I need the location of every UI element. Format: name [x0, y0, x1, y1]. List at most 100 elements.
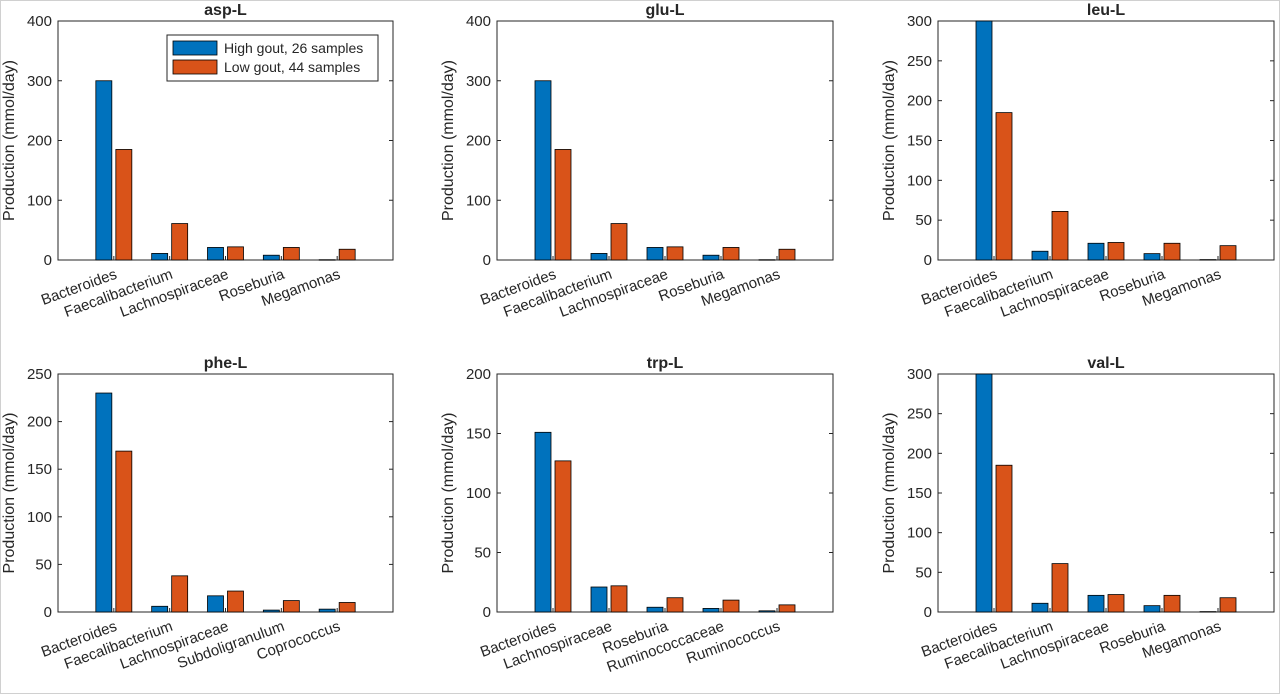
- plot-area: [496, 373, 834, 613]
- bar-low-bacteroides: [115, 450, 133, 613]
- bar-high-megamonas: [1199, 611, 1217, 613]
- bar-high-faecalibacterium: [1031, 602, 1049, 613]
- bar-high-roseburia: [702, 254, 720, 261]
- bar-low-faecalibacterium: [1051, 563, 1069, 613]
- bar-low-ruminococcaceae: [722, 599, 740, 613]
- bar-high-ruminococcaceae: [702, 608, 720, 613]
- bar-high-bacteroides: [534, 80, 552, 261]
- bar-high-bacteroides: [975, 20, 993, 261]
- panel-title: trp-L: [647, 355, 684, 372]
- bar-high-coprococcus: [318, 608, 336, 613]
- panel-title: val-L: [1087, 355, 1125, 372]
- y-tick-label: 300: [907, 366, 932, 383]
- plot-area: [496, 20, 834, 261]
- y-axis-label: Production (mmol/day): [440, 60, 457, 221]
- chart-panel-leu-L: 050100150200250300BacteroidesFaecalibact…: [881, 2, 1275, 321]
- bar-low-faecalibacterium: [610, 223, 628, 261]
- bar-low-megamonas: [338, 248, 356, 261]
- panel-title: asp-L: [204, 2, 247, 19]
- bar-low-bacteroides: [554, 149, 572, 261]
- y-tick-label: 200: [27, 414, 52, 431]
- y-tick-label: 250: [27, 366, 52, 383]
- legend-swatch-high: [172, 40, 218, 56]
- y-tick-label: 300: [907, 13, 932, 30]
- bar-high-lachnospiraceae: [646, 247, 664, 261]
- bar-low-roseburia: [666, 597, 684, 613]
- bar-high-faecalibacterium: [590, 253, 608, 261]
- bar-high-faecalibacterium: [151, 605, 169, 613]
- y-tick-label: 0: [483, 604, 491, 621]
- bar-high-roseburia: [646, 606, 664, 613]
- bar-low-faecalibacterium: [171, 223, 189, 261]
- bar-high-lachnospiraceae: [1087, 594, 1105, 613]
- y-axis-label: Production (mmol/day): [1, 413, 18, 574]
- y-tick-label: 0: [924, 604, 932, 621]
- chart-panel-glu-L: 0100200300400BacteroidesFaecalibacterium…: [440, 2, 834, 321]
- chart-panel-val-L: 050100150200250300BacteroidesFaecalibact…: [881, 355, 1275, 673]
- bar-low-lachnospiraceae: [227, 246, 244, 261]
- bar-high-megamonas: [1199, 259, 1217, 261]
- bar-high-subdoligranulum: [262, 609, 280, 613]
- y-tick-label: 200: [907, 93, 932, 110]
- plot-area: [57, 373, 394, 613]
- y-tick-label: 100: [466, 192, 491, 209]
- bar-high-roseburia: [1143, 253, 1161, 261]
- bar-low-ruminococcus: [778, 604, 796, 613]
- bar-low-lachnospiraceae: [610, 585, 628, 613]
- y-tick-label: 50: [915, 564, 932, 581]
- y-tick-label: 200: [466, 133, 491, 150]
- y-tick-label: 150: [466, 426, 491, 443]
- y-tick-label: 0: [44, 252, 52, 269]
- bar-low-bacteroides: [115, 149, 133, 261]
- bar-high-bacteroides: [534, 431, 552, 613]
- bar-high-roseburia: [262, 254, 280, 261]
- y-tick-label: 100: [27, 509, 52, 526]
- y-axis-label: Production (mmol/day): [440, 413, 457, 574]
- y-tick-label: 200: [907, 445, 932, 462]
- y-tick-label: 0: [924, 252, 932, 269]
- panel-title: glu-L: [645, 2, 684, 19]
- legend-label: High gout, 26 samples: [224, 40, 363, 56]
- bar-low-bacteroides: [554, 460, 572, 613]
- y-tick-label: 400: [27, 13, 52, 30]
- y-axis-label: Production (mmol/day): [1, 60, 18, 221]
- y-tick-label: 100: [907, 172, 932, 189]
- y-axis-label: Production (mmol/day): [881, 413, 898, 574]
- bar-low-megamonas: [1219, 245, 1237, 261]
- y-tick-label: 0: [44, 604, 52, 621]
- legend-swatch-low: [172, 59, 218, 75]
- bar-high-lachnospiraceae: [207, 595, 224, 613]
- panel-title: phe-L: [204, 355, 248, 372]
- y-tick-label: 300: [466, 73, 491, 90]
- y-tick-label: 100: [907, 525, 932, 542]
- y-tick-label: 200: [466, 366, 491, 383]
- plot-area: [937, 20, 1275, 261]
- chart-panel-trp-L: 050100150200BacteroidesLachnospiraceaeRo…: [440, 355, 834, 676]
- bar-high-faecalibacterium: [1031, 250, 1049, 261]
- legend-label: Low gout, 44 samples: [224, 59, 360, 75]
- chart-panel-phe-L: 050100150200250BacteroidesFaecalibacteri…: [1, 355, 394, 673]
- bar-high-bacteroides: [95, 80, 113, 261]
- bar-high-ruminococcus: [758, 610, 776, 613]
- bar-high-faecalibacterium: [151, 253, 169, 261]
- bar-high-lachnospiraceae: [1087, 242, 1105, 261]
- panel-title: leu-L: [1087, 2, 1125, 19]
- bar-high-lachnospiraceae: [207, 247, 224, 261]
- bar-high-megamonas: [318, 259, 336, 261]
- bar-low-coprococcus: [338, 602, 356, 613]
- y-tick-label: 100: [27, 192, 52, 209]
- bar-low-lachnospiraceae: [1107, 242, 1125, 261]
- y-tick-label: 150: [907, 485, 932, 502]
- bar-low-bacteroides: [995, 464, 1013, 613]
- y-axis-label: Production (mmol/day): [881, 60, 898, 221]
- bar-high-roseburia: [1143, 605, 1161, 613]
- y-tick-label: 300: [27, 73, 52, 90]
- y-tick-label: 250: [907, 406, 932, 423]
- legend: High gout, 26 samples Low gout, 44 sample…: [166, 34, 379, 82]
- bar-high-bacteroides: [95, 392, 113, 613]
- bar-low-subdoligranulum: [282, 600, 300, 613]
- bar-low-bacteroides: [995, 112, 1013, 261]
- bar-low-roseburia: [722, 247, 740, 261]
